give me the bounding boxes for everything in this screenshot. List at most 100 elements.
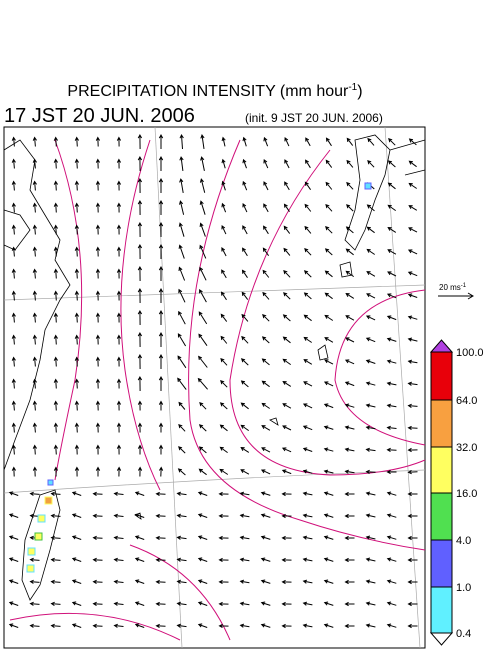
wind-arrow xyxy=(239,535,250,540)
wind-arrow xyxy=(241,313,249,322)
wind-arrow xyxy=(137,422,143,433)
wind-arrow xyxy=(261,380,270,388)
wind-arrow xyxy=(386,513,397,518)
wind-arrow xyxy=(134,491,145,496)
wind-arrow xyxy=(178,222,185,237)
wind-arrow xyxy=(407,271,418,277)
wind-arrow xyxy=(177,355,187,369)
wind-arrow xyxy=(324,270,333,278)
wind-arrow xyxy=(137,133,143,150)
wind-arrow xyxy=(218,623,229,629)
wind-arrow xyxy=(284,136,290,147)
wind-arrow xyxy=(221,269,227,279)
wind-arrow xyxy=(155,535,166,541)
wind-arrow xyxy=(74,268,80,279)
wind-arrow xyxy=(408,160,417,168)
wind-arrow xyxy=(176,535,187,540)
wind-arrow xyxy=(116,180,122,191)
wind-arrow xyxy=(241,335,249,344)
wind-arrow xyxy=(155,579,166,585)
init-time: (init. 9 JST 20 JUN. 2006) xyxy=(245,111,383,125)
wind-arrow xyxy=(113,535,124,540)
wind-arrow xyxy=(113,557,124,562)
wind-arrow xyxy=(11,224,16,235)
wind-arrow xyxy=(407,315,418,320)
wind-arrow xyxy=(281,557,292,563)
wind-arrow xyxy=(8,535,19,540)
wind-arrow xyxy=(304,225,312,234)
wind-arrow xyxy=(407,381,418,386)
wind-arrow xyxy=(323,557,334,562)
wind-arrow xyxy=(53,312,59,323)
wind-arrow xyxy=(137,199,143,216)
wind-arrow xyxy=(303,381,313,387)
wind-arrow xyxy=(53,334,59,345)
wind-arrow xyxy=(53,246,59,257)
wind-arrow xyxy=(281,469,292,475)
wind-arrow xyxy=(92,491,103,497)
wind-arrow xyxy=(323,535,334,540)
graticule-line xyxy=(3,284,426,301)
wind-arrow xyxy=(408,227,418,233)
wind-arrow xyxy=(407,623,418,629)
wind-arrow xyxy=(260,469,271,475)
wind-vectors xyxy=(8,133,418,629)
wind-arrow xyxy=(116,378,122,389)
wind-arrow xyxy=(366,271,376,277)
wind-arrow xyxy=(302,425,313,431)
wind-arrow xyxy=(302,579,313,584)
wind-arrow xyxy=(197,557,208,562)
wind-arrow xyxy=(32,246,38,257)
wind-arrow xyxy=(239,513,250,518)
wind-arrow xyxy=(345,315,355,321)
wind-arrow xyxy=(95,312,101,323)
wind-arrow xyxy=(324,248,333,256)
wind-arrow xyxy=(92,513,103,519)
wind-arrow xyxy=(71,513,82,518)
wind-arrow xyxy=(282,381,292,387)
wind-arrow xyxy=(29,579,40,584)
wind-arrow xyxy=(198,355,208,368)
wind-arrow xyxy=(71,557,82,562)
wind-arrow xyxy=(95,378,101,389)
colorbar-segment xyxy=(430,446,453,494)
wind-arrow xyxy=(95,224,101,235)
wind-arrow xyxy=(407,425,418,431)
wind-arrow xyxy=(116,246,122,257)
wind-arrow xyxy=(199,402,207,410)
wind-arrow xyxy=(71,623,82,628)
wind-arrow xyxy=(74,136,80,147)
wind-arrow xyxy=(53,202,59,213)
wind-arrow xyxy=(346,137,354,146)
wind-arrow xyxy=(305,159,311,169)
wind-arrow xyxy=(155,513,166,519)
wind-arrow xyxy=(304,203,312,212)
wind-arrow xyxy=(387,204,396,212)
taiwan xyxy=(21,489,61,601)
wind-arrow xyxy=(221,136,226,147)
wind-arrow xyxy=(179,133,184,150)
wind-arrow xyxy=(303,270,312,278)
wind-arrow xyxy=(219,402,228,410)
wind-arrow xyxy=(32,180,38,191)
wind-arrow xyxy=(11,422,16,433)
wind-arrow xyxy=(365,403,376,408)
wind-arrow xyxy=(32,268,38,279)
wind-arrow xyxy=(95,422,101,433)
wind-arrow xyxy=(134,557,145,562)
isobar xyxy=(188,139,426,551)
wind-arrow xyxy=(386,403,397,408)
wind-arrow xyxy=(260,535,271,540)
wind-arrow xyxy=(263,203,269,213)
wind-arrow xyxy=(386,601,397,606)
wind-arrow xyxy=(32,224,38,235)
wind-arrow xyxy=(281,491,292,497)
isobar xyxy=(120,139,161,491)
wind-arrow xyxy=(387,160,396,168)
coast xyxy=(389,139,426,176)
wind-arrow xyxy=(29,557,40,562)
wind-arrow xyxy=(323,403,334,409)
coast xyxy=(3,209,31,251)
wind-arrow xyxy=(198,311,208,325)
wind-arrow xyxy=(178,288,186,303)
